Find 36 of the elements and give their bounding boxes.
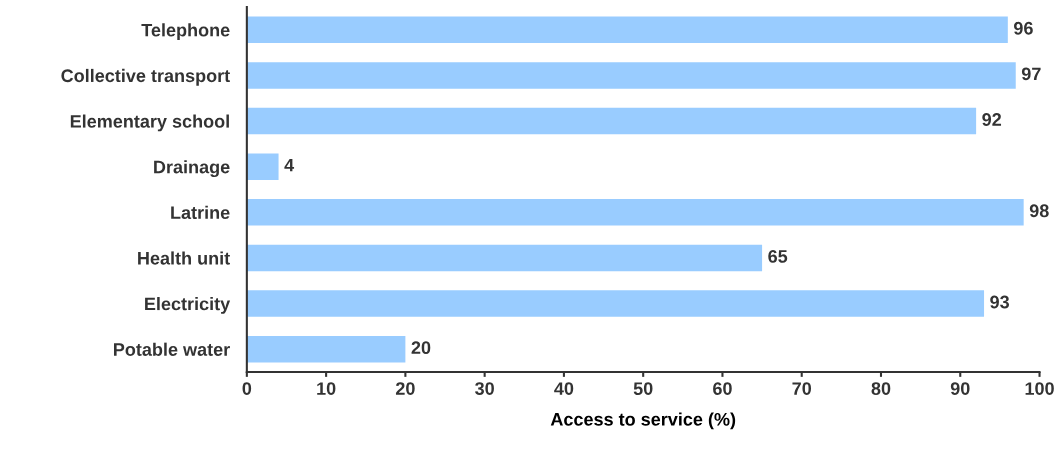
data-label: 97 <box>1021 67 1041 81</box>
x-axis-title: Access to service (%) <box>550 412 736 430</box>
y-tick-label: Health unit <box>138 251 230 265</box>
y-tick-label: Elementary school <box>70 114 229 132</box>
data-label: 98 <box>1029 204 1049 218</box>
y-tick-label: Electricity <box>145 297 231 314</box>
x-tick-label: 60 <box>713 382 732 395</box>
y-tick-label: Latrine <box>171 205 230 220</box>
x-tick-label: 10 <box>317 382 336 395</box>
bar <box>246 107 977 135</box>
x-tick-label: 30 <box>475 382 494 396</box>
data-label: 92 <box>982 113 1002 126</box>
data-label: 93 <box>990 295 1010 309</box>
y-tick-label: Potable water <box>114 342 230 356</box>
y-tick-label: Telephone <box>141 23 230 41</box>
x-tick-label: 0 <box>242 382 252 395</box>
y-tick-label: Collective transport <box>61 68 230 86</box>
bar <box>246 62 1016 89</box>
x-tick-label: 20 <box>395 382 415 395</box>
data-label: 20 <box>411 341 431 355</box>
y-tick-label: Drainage <box>154 160 230 178</box>
bar <box>246 153 279 180</box>
x-tick-label: 80 <box>871 382 891 395</box>
bar <box>246 335 406 363</box>
bar <box>246 199 1024 226</box>
data-label: 4 <box>284 158 295 172</box>
x-tick-label: 50 <box>633 382 653 395</box>
bar <box>246 16 1008 44</box>
x-tick-label: 100 <box>1025 382 1054 395</box>
x-tick-label: 90 <box>950 382 970 395</box>
x-tick-label: 70 <box>792 382 812 395</box>
data-label: 65 <box>768 249 788 263</box>
data-label: 96 <box>1014 21 1033 35</box>
x-tick-label: 40 <box>554 382 574 395</box>
bar <box>246 244 763 272</box>
bar <box>246 290 985 317</box>
